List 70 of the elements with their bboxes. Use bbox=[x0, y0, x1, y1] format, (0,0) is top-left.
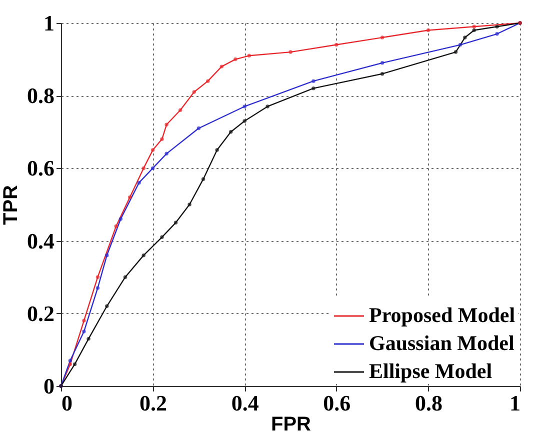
point bbox=[150, 148, 155, 152]
point bbox=[380, 72, 384, 76]
point bbox=[234, 57, 238, 62]
legend-label: Proposed Model bbox=[369, 303, 516, 327]
point bbox=[123, 275, 128, 279]
point bbox=[312, 86, 316, 90]
point bbox=[215, 148, 219, 152]
point bbox=[150, 166, 155, 170]
y-tick-label: 0.8 bbox=[27, 83, 54, 108]
point bbox=[68, 358, 72, 362]
point bbox=[201, 177, 206, 181]
point bbox=[160, 235, 164, 240]
legend-label: Ellipse Model bbox=[369, 359, 492, 383]
point bbox=[192, 90, 196, 94]
point bbox=[188, 202, 192, 206]
point bbox=[472, 28, 476, 32]
point bbox=[118, 217, 123, 221]
point bbox=[137, 180, 141, 185]
point bbox=[242, 104, 246, 108]
x-tick-label: 0 bbox=[62, 390, 72, 416]
point bbox=[206, 79, 210, 83]
point bbox=[266, 104, 270, 108]
point bbox=[472, 24, 476, 28]
point bbox=[495, 32, 499, 36]
point bbox=[196, 126, 201, 130]
point bbox=[458, 42, 462, 47]
point bbox=[164, 122, 168, 127]
point bbox=[96, 275, 100, 279]
point bbox=[72, 362, 77, 366]
point bbox=[86, 336, 90, 341]
point bbox=[463, 36, 467, 40]
point bbox=[178, 108, 182, 112]
point bbox=[68, 362, 72, 366]
x-tick-label: 0.6 bbox=[323, 390, 351, 416]
y-tick-label: 0.6 bbox=[27, 156, 54, 181]
point bbox=[495, 24, 499, 28]
point bbox=[82, 318, 86, 323]
y-tick-label: 0 bbox=[44, 374, 54, 398]
point bbox=[142, 253, 146, 258]
point bbox=[160, 137, 164, 142]
point bbox=[454, 50, 458, 54]
point bbox=[242, 119, 246, 123]
point bbox=[247, 54, 252, 58]
point bbox=[142, 166, 146, 170]
x-tick-label: 0.4 bbox=[231, 390, 259, 416]
x-tick-label: 0.2 bbox=[140, 390, 168, 416]
point bbox=[380, 61, 384, 65]
x-tick-label: 1 bbox=[510, 390, 520, 416]
point bbox=[96, 286, 100, 290]
point bbox=[426, 28, 430, 32]
point bbox=[164, 152, 168, 156]
x-tick-label: 0.8 bbox=[414, 390, 442, 416]
point bbox=[228, 130, 233, 134]
point bbox=[174, 220, 178, 225]
point bbox=[220, 64, 224, 68]
y-tick-label: 0.2 bbox=[27, 300, 54, 326]
point bbox=[105, 304, 109, 308]
point bbox=[288, 50, 292, 54]
point bbox=[114, 224, 118, 228]
y-tick-label: 0.4 bbox=[27, 228, 54, 254]
point bbox=[82, 330, 86, 334]
point bbox=[334, 42, 338, 47]
legend-label: Gaussian Model bbox=[369, 331, 514, 355]
x-axis-title: FPR bbox=[271, 414, 312, 436]
point bbox=[380, 36, 384, 40]
point bbox=[128, 195, 132, 200]
point bbox=[105, 253, 109, 258]
y-tick-label: 1 bbox=[44, 10, 54, 36]
y-axis-title: TPR bbox=[0, 184, 22, 225]
point bbox=[312, 79, 316, 83]
